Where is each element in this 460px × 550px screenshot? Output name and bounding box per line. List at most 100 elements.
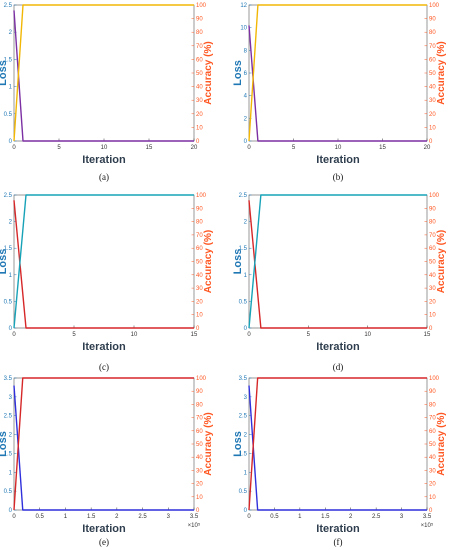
- y-left-tick-label: 1.5: [4, 246, 13, 252]
- y-right-tick-label: 60: [429, 429, 436, 435]
- x-tick-label: 2.5: [138, 514, 147, 520]
- accuracy-series-line: [248, 194, 427, 329]
- x-tick-label: 2.5: [372, 514, 381, 520]
- x-tick-label: 0: [247, 332, 251, 338]
- y-left-tick-label: 0: [9, 508, 13, 514]
- y-right-tick-label: 0: [429, 508, 433, 514]
- x-tick-label: 0.5: [270, 514, 279, 520]
- y-right-tick-label: 0: [429, 326, 433, 332]
- y-right-tick-label: 90: [429, 389, 436, 395]
- panel-caption: (b): [333, 172, 344, 182]
- y-left-axis-title: Loss: [0, 431, 9, 457]
- y-left-tick-label: 2: [9, 433, 13, 439]
- y-left-tick-label: 2: [244, 220, 248, 226]
- y-left-axis-title: Loss: [0, 249, 9, 275]
- accuracy-series-line: [13, 4, 194, 142]
- y-left-tick-label: 1.5: [239, 246, 248, 252]
- x-tick-label: 20: [191, 145, 198, 151]
- y-right-axis-title: Accuracy (%): [203, 230, 214, 293]
- x-tick-label: 15: [379, 145, 386, 151]
- x-tick-label: 15: [146, 145, 153, 151]
- y-right-tick-label: 50: [196, 71, 203, 77]
- y-left-tick-label: 2.5: [239, 193, 248, 199]
- y-right-tick-label: 0: [429, 139, 433, 145]
- y-right-tick-label: 80: [196, 220, 203, 226]
- y-left-tick-label: 0: [244, 326, 248, 332]
- chart-panel-c: 0 5 10 1500.511.522.50102030405060708090100…: [0, 193, 214, 372]
- y-right-tick-label: 40: [429, 85, 436, 91]
- y-left-tick-label: 3.5: [4, 376, 13, 382]
- y-left-tick-label: 0: [244, 508, 248, 514]
- y-left-axis-title: Loss: [232, 60, 244, 86]
- y-left-tick-label: 0.5: [239, 489, 248, 495]
- y-right-tick-label: 30: [196, 286, 203, 292]
- y-right-tick-label: 60: [429, 57, 436, 63]
- y-right-tick-label: 10: [429, 125, 436, 131]
- x-tick-label: 3.5: [423, 514, 432, 520]
- y-left-tick-label: 1: [9, 85, 13, 91]
- x-tick-label: 1.5: [321, 514, 330, 520]
- y-right-tick-label: 20: [429, 112, 436, 118]
- x-axis-title: Iteration: [316, 523, 360, 535]
- x-multiplier-label: ×10⁵: [188, 522, 201, 529]
- x-tick-label: 3.5: [190, 514, 199, 520]
- panel-caption: (a): [99, 172, 109, 182]
- y-right-tick-label: 20: [429, 299, 436, 305]
- y-right-tick-label: 0: [196, 139, 200, 145]
- y-right-tick-label: 50: [429, 260, 436, 266]
- y-right-tick-label: 0: [196, 326, 200, 332]
- y-right-tick-label: 70: [429, 44, 436, 50]
- y-left-tick-label: 0.5: [4, 112, 13, 118]
- y-right-tick-label: 60: [196, 429, 203, 435]
- x-tick-label: 1: [64, 514, 68, 520]
- y-right-tick-label: 70: [196, 233, 203, 239]
- panel-caption: (e): [99, 537, 109, 547]
- y-right-tick-label: 70: [429, 233, 436, 239]
- y-right-tick-label: 40: [196, 85, 203, 91]
- chart-panel-e: 0 0.5 1 1.5 2 2.5 3 3.500.511.522.533.501020304…: [0, 376, 214, 547]
- y-right-tick-label: 50: [429, 442, 436, 448]
- y-right-tick-label: 100: [429, 3, 440, 9]
- y-left-axis-title: Loss: [232, 431, 244, 457]
- x-tick-label: 5: [292, 145, 296, 151]
- x-tick-label: 10: [335, 145, 342, 151]
- y-left-tick-label: 1.5: [4, 451, 13, 457]
- chart-panel-d: 0 5 10 1500.511.522.50102030405060708090100…: [232, 193, 447, 372]
- accuracy-series-line: [13, 377, 194, 511]
- x-tick-label: 5: [72, 332, 76, 338]
- panel-caption: (c): [99, 362, 109, 372]
- plot-frame: [13, 377, 195, 511]
- y-right-tick-label: 30: [196, 98, 203, 104]
- y-right-tick-label: 80: [196, 30, 203, 36]
- y-right-tick-label: 20: [196, 112, 203, 118]
- y-left-tick-label: 1: [9, 470, 13, 476]
- y-left-tick-label: 6: [244, 71, 248, 77]
- accuracy-series-line: [248, 377, 427, 511]
- y-right-tick-label: 20: [429, 482, 436, 488]
- x-tick-label: 0: [12, 145, 16, 151]
- plot-frame: [248, 4, 428, 142]
- y-left-tick-label: 2.5: [4, 414, 13, 420]
- x-tick-label: 0: [247, 145, 251, 151]
- y-right-tick-label: 80: [429, 220, 436, 226]
- loss-series-line: [248, 200, 427, 329]
- loss-series-line: [13, 200, 194, 329]
- y-left-tick-label: 0: [9, 139, 13, 145]
- y-left-tick-label: 12: [240, 3, 247, 9]
- y-left-tick-label: 1.5: [239, 451, 248, 457]
- y-left-tick-label: 1: [244, 273, 248, 279]
- y-left-axis-title: Loss: [0, 60, 9, 86]
- y-left-tick-label: 1: [9, 273, 13, 279]
- y-right-tick-label: 10: [196, 313, 203, 319]
- x-axis-title: Iteration: [82, 154, 126, 166]
- x-axis-title: Iteration: [82, 341, 126, 353]
- y-right-tick-label: 40: [429, 273, 436, 279]
- x-tick-label: 10: [364, 332, 371, 338]
- y-left-tick-label: 0.5: [4, 299, 13, 305]
- plot-frame: [13, 4, 195, 142]
- y-left-tick-label: 3: [9, 395, 13, 401]
- x-tick-label: 2: [349, 514, 353, 520]
- y-right-tick-label: 40: [196, 455, 203, 461]
- y-right-tick-label: 70: [196, 416, 203, 422]
